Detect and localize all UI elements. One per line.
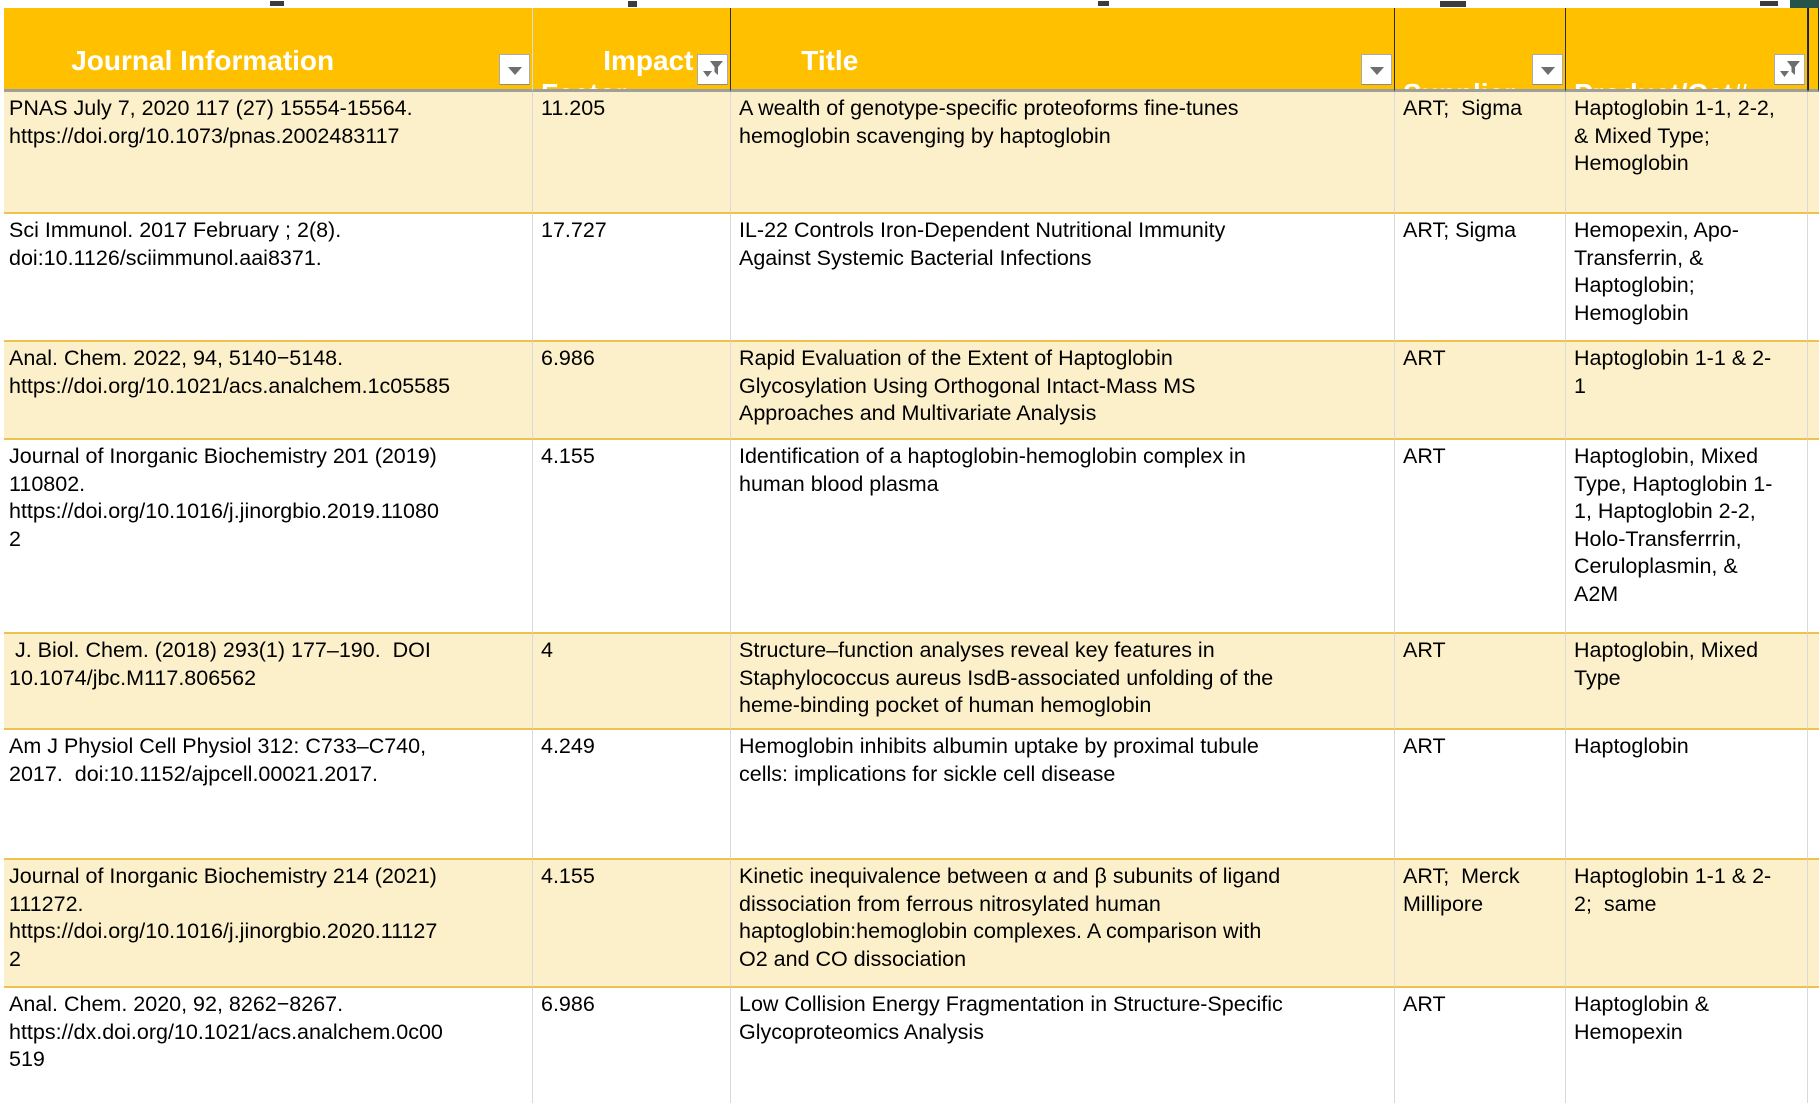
cell-impact-factor[interactable]: 4.249 [533,730,731,860]
cell-product[interactable]: Haptoglobin 1-1, 2-2, & Mixed Type; Hemo… [1566,92,1808,214]
clipped-row-above [0,0,1819,8]
cell-journal-info[interactable]: Anal. Chem. 2020, 92, 8262−8267. https:/… [4,988,533,1103]
clipped-cell [1808,92,1819,214]
cell-supplier[interactable]: ART [1395,634,1566,730]
cell-product[interactable]: Haptoglobin, Mixed Type [1566,634,1808,730]
clipped-cell [1808,440,1819,634]
cell-product[interactable]: Haptoglobin 1-1 & 2- 2; same [1566,860,1808,988]
clipped-cell [1808,988,1819,1103]
clipped-cell [1808,342,1819,440]
filter-funnel-icon [1779,60,1800,77]
table-row: Anal. Chem. 2020, 92, 8262−8267. https:/… [0,988,1819,1103]
cell-title[interactable]: Structure–function analyses reveal key f… [731,634,1395,730]
left-gutter [0,730,4,860]
cell-journal-info[interactable]: J. Biol. Chem. (2018) 293(1) 177–190. DO… [4,634,533,730]
cell-impact-factor[interactable]: 6.986 [533,988,731,1103]
cell-impact-factor[interactable]: 6.986 [533,342,731,440]
table-row: Journal of Inorganic Biochemistry 201 (2… [0,440,1819,634]
filter-dropdown-button-journal-information[interactable] [499,54,530,85]
cell-product[interactable]: Haptoglobin, Mixed Type, Haptoglobin 1- … [1566,440,1808,634]
table-row: Anal. Chem. 2022, 94, 5140−5148. https:/… [0,342,1819,440]
column-header-label: Journal Information [71,45,335,76]
publications-table: Journal Information Impact Factor Title [0,8,1819,1103]
column-header-label: Product/Cat# [1574,78,1748,89]
table-row: Am J Physiol Cell Physiol 312: C733–C740… [0,730,1819,860]
clipped-cell [1808,860,1819,988]
column-header-impact-factor[interactable]: Impact Factor [533,8,731,92]
cell-supplier[interactable]: ART [1395,342,1566,440]
cell-title[interactable]: Rapid Evaluation of the Extent of Haptog… [731,342,1395,440]
cell-supplier[interactable]: ART [1395,440,1566,634]
cell-product[interactable]: Haptoglobin & Hemopexin [1566,988,1808,1103]
cell-journal-info[interactable]: Sci Immunol. 2017 February ; 2(8). doi:1… [4,214,533,342]
cell-supplier[interactable]: ART [1395,730,1566,860]
filter-dropdown-button-title[interactable] [1361,54,1392,85]
left-gutter [0,8,4,92]
cell-supplier[interactable]: ART; Sigma [1395,92,1566,214]
cell-product[interactable]: Haptoglobin [1566,730,1808,860]
clipped-text-artifact [1760,1,1778,6]
cell-title[interactable]: Identification of a haptoglobin-hemoglob… [731,440,1395,634]
left-gutter [0,634,4,730]
cell-title[interactable]: Kinetic inequivalence between α and β su… [731,860,1395,988]
filter-applied-button-product-cat[interactable] [1774,54,1805,85]
filter-funnel-icon [702,60,723,77]
table-row: J. Biol. Chem. (2018) 293(1) 177–190. DO… [0,634,1819,730]
cell-impact-factor[interactable]: 4 [533,634,731,730]
left-gutter [0,342,4,440]
cell-supplier[interactable]: ART; Merck Millipore [1395,860,1566,988]
cell-impact-factor[interactable]: 11.205 [533,92,731,214]
header-row: Journal Information Impact Factor Title [0,8,1819,92]
filter-dropdown-button-supplier[interactable] [1532,54,1563,85]
cell-journal-info[interactable]: Journal of Inorganic Biochemistry 214 (2… [4,860,533,988]
left-gutter [0,214,4,342]
cell-title[interactable]: A wealth of genotype-specific proteoform… [731,92,1395,214]
cell-title[interactable]: Hemoglobin inhibits albumin uptake by pr… [731,730,1395,860]
cell-journal-info[interactable]: Anal. Chem. 2022, 94, 5140−5148. https:/… [4,342,533,440]
clipped-cell [1808,634,1819,730]
clipped-cell [1808,730,1819,860]
clipped-text-artifact [270,1,284,6]
column-header-product-cat[interactable]: Product/Cat# [1566,8,1808,92]
table-row: Sci Immunol. 2017 February ; 2(8). doi:1… [0,214,1819,342]
cell-supplier[interactable]: ART [1395,988,1566,1103]
cell-journal-info[interactable]: Am J Physiol Cell Physiol 312: C733–C740… [4,730,533,860]
cell-product[interactable]: Hemopexin, Apo- Transferrin, & Haptoglob… [1566,214,1808,342]
table-row: PNAS July 7, 2020 117 (27) 15554-15564. … [0,92,1819,214]
clipped-cell [1808,214,1819,342]
cell-journal-info[interactable]: PNAS July 7, 2020 117 (27) 15554-15564. … [4,92,533,214]
table-row: Journal of Inorganic Biochemistry 214 (2… [0,860,1819,988]
column-header-journal-information[interactable]: Journal Information [4,8,533,92]
left-gutter [0,988,4,1103]
clipped-text-artifact [1098,1,1109,6]
cell-supplier[interactable]: ART; Sigma [1395,214,1566,342]
chevron-down-icon [1540,66,1555,75]
left-gutter [0,860,4,988]
column-header-label: Impact Factor [541,45,694,89]
column-header-label: Title [801,45,859,76]
clipped-text-artifact [628,1,637,7]
left-gutter [0,92,4,214]
column-header-label: Supplier [1403,78,1515,89]
column-header-supplier[interactable]: Supplier [1395,8,1566,92]
chevron-down-icon [1369,66,1384,75]
filter-applied-button-impact-factor[interactable] [697,54,728,85]
left-gutter [0,440,4,634]
clipped-header-cell [1808,8,1819,92]
clipped-cell-artifact [1790,0,1819,8]
cell-title[interactable]: IL-22 Controls Iron-Dependent Nutritiona… [731,214,1395,342]
cell-impact-factor[interactable]: 17.727 [533,214,731,342]
column-header-title[interactable]: Title [731,8,1395,92]
cell-impact-factor[interactable]: 4.155 [533,440,731,634]
clipped-text-artifact [1440,1,1466,7]
cell-impact-factor[interactable]: 4.155 [533,860,731,988]
chevron-down-icon [507,66,522,75]
cell-title[interactable]: Low Collision Energy Fragmentation in St… [731,988,1395,1103]
cell-product[interactable]: Haptoglobin 1-1 & 2- 1 [1566,342,1808,440]
cell-journal-info[interactable]: Journal of Inorganic Biochemistry 201 (2… [4,440,533,634]
